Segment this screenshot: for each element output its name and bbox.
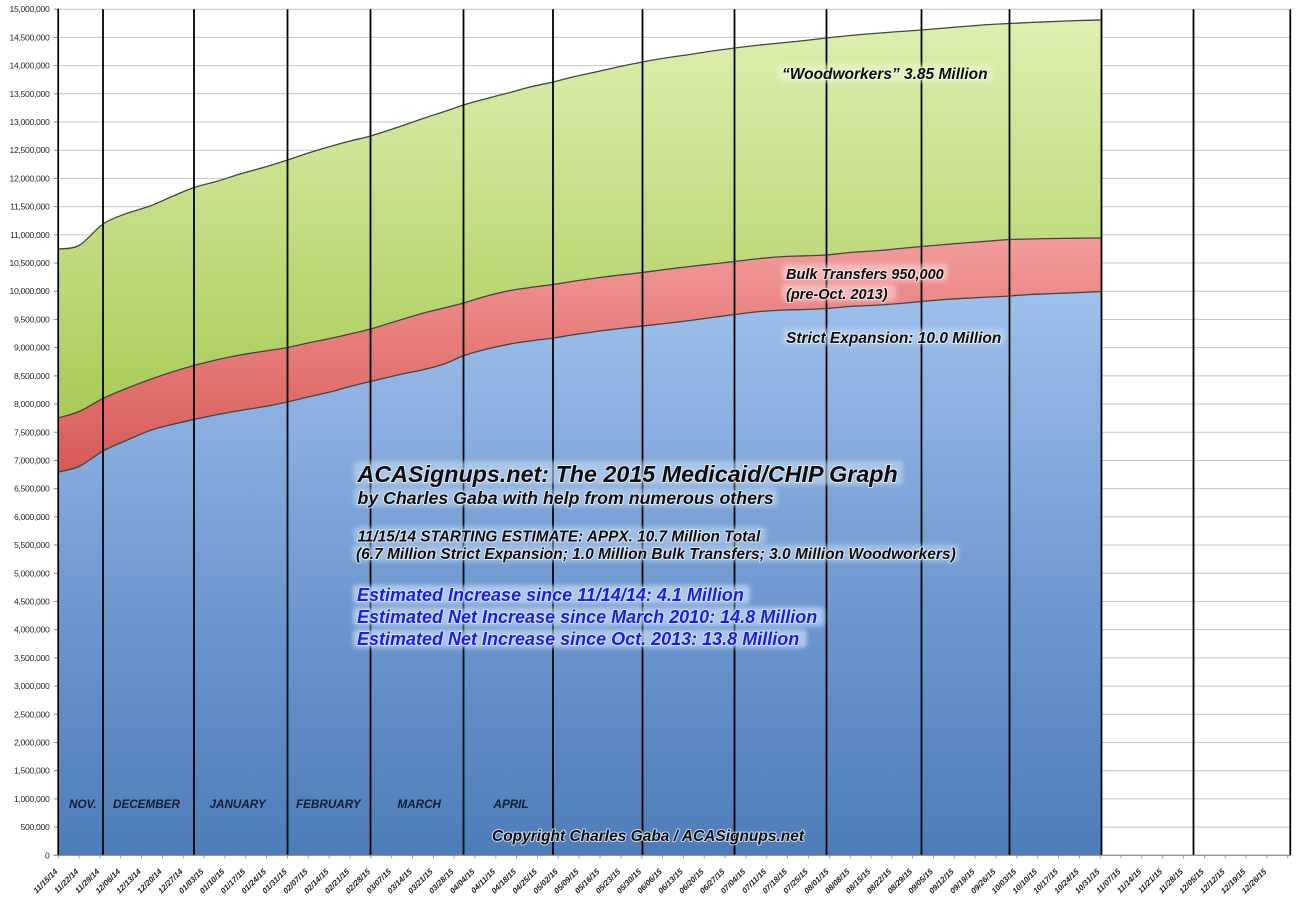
svg-text:(pre-Oct. 2013): (pre-Oct. 2013) xyxy=(786,287,888,303)
svg-text:Bulk Transfers 950,000: Bulk Transfers 950,000 xyxy=(786,267,944,283)
svg-text:7,500,000: 7,500,000 xyxy=(14,427,50,437)
svg-text:FEBRUARY: FEBRUARY xyxy=(296,798,362,811)
svg-text:12,000,000: 12,000,000 xyxy=(9,173,50,183)
svg-text:2,000,000: 2,000,000 xyxy=(14,737,50,747)
svg-text:JANUARY: JANUARY xyxy=(210,798,267,811)
svg-text:Strict Expansion: 10.0 Million: Strict Expansion: 10.0 Million xyxy=(786,330,1001,347)
svg-text:7,000,000: 7,000,000 xyxy=(14,455,50,465)
svg-text:(6.7 Million Strict Expansion;: (6.7 Million Strict Expansion; 1.0 Milli… xyxy=(356,546,956,563)
svg-text:1,000,000: 1,000,000 xyxy=(14,794,50,804)
svg-text:13,500,000: 13,500,000 xyxy=(9,89,50,99)
svg-text:14,000,000: 14,000,000 xyxy=(9,61,50,71)
svg-text:13,000,000: 13,000,000 xyxy=(9,117,50,127)
svg-text:APRIL: APRIL xyxy=(493,798,529,811)
svg-text:by Charles Gaba with help from: by Charles Gaba with help from numerous … xyxy=(358,488,774,508)
svg-text:0: 0 xyxy=(45,850,50,860)
svg-text:6,000,000: 6,000,000 xyxy=(14,512,50,522)
svg-text:14,500,000: 14,500,000 xyxy=(9,32,50,42)
svg-text:1,500,000: 1,500,000 xyxy=(14,766,50,776)
svg-text:11/15/14 STARTING ESTIMATE: AP: 11/15/14 STARTING ESTIMATE: APPX. 10.7 M… xyxy=(358,529,761,546)
svg-text:8,500,000: 8,500,000 xyxy=(14,371,50,381)
svg-text:8,000,000: 8,000,000 xyxy=(14,399,50,409)
svg-text:ACASignups.net: The 2015 Medic: ACASignups.net: The 2015 Medicaid/CHIP G… xyxy=(357,461,898,487)
svg-text:10,000,000: 10,000,000 xyxy=(9,286,50,296)
svg-text:11,500,000: 11,500,000 xyxy=(10,202,50,212)
svg-text:4,000,000: 4,000,000 xyxy=(14,625,50,635)
svg-text:15,000,000: 15,000,000 xyxy=(9,4,50,14)
svg-text:10,500,000: 10,500,000 xyxy=(9,258,50,268)
svg-text:Estimated Increase since 11/14: Estimated Increase since 11/14/14: 4.1 M… xyxy=(357,585,744,605)
svg-text:9,500,000: 9,500,000 xyxy=(14,314,50,324)
svg-text:MARCH: MARCH xyxy=(398,798,442,811)
svg-text:11,000,000: 11,000,000 xyxy=(10,230,50,240)
svg-text:Estimated Net Increase since O: Estimated Net Increase since Oct. 2013: … xyxy=(357,629,799,649)
svg-text:4,500,000: 4,500,000 xyxy=(14,596,50,606)
svg-text:9,000,000: 9,000,000 xyxy=(14,343,50,353)
svg-text:Copyright Charles Gaba / ACASi: Copyright Charles Gaba / ACASignups.net xyxy=(492,828,805,845)
svg-text:DECEMBER: DECEMBER xyxy=(113,798,180,811)
svg-text:5,000,000: 5,000,000 xyxy=(14,568,50,578)
svg-text:12,500,000: 12,500,000 xyxy=(9,145,50,155)
svg-text:3,500,000: 3,500,000 xyxy=(14,653,50,663)
svg-text:“Woodworkers” 3.85 Million: “Woodworkers” 3.85 Million xyxy=(782,66,988,83)
svg-text:NOV.: NOV. xyxy=(69,798,97,811)
svg-text:500,000: 500,000 xyxy=(21,822,50,832)
svg-text:Estimated Net Increase since M: Estimated Net Increase since March 2010:… xyxy=(357,607,817,627)
svg-text:6,500,000: 6,500,000 xyxy=(14,484,50,494)
svg-text:5,500,000: 5,500,000 xyxy=(14,540,50,550)
svg-text:3,000,000: 3,000,000 xyxy=(14,681,50,691)
svg-text:2,500,000: 2,500,000 xyxy=(14,709,50,719)
